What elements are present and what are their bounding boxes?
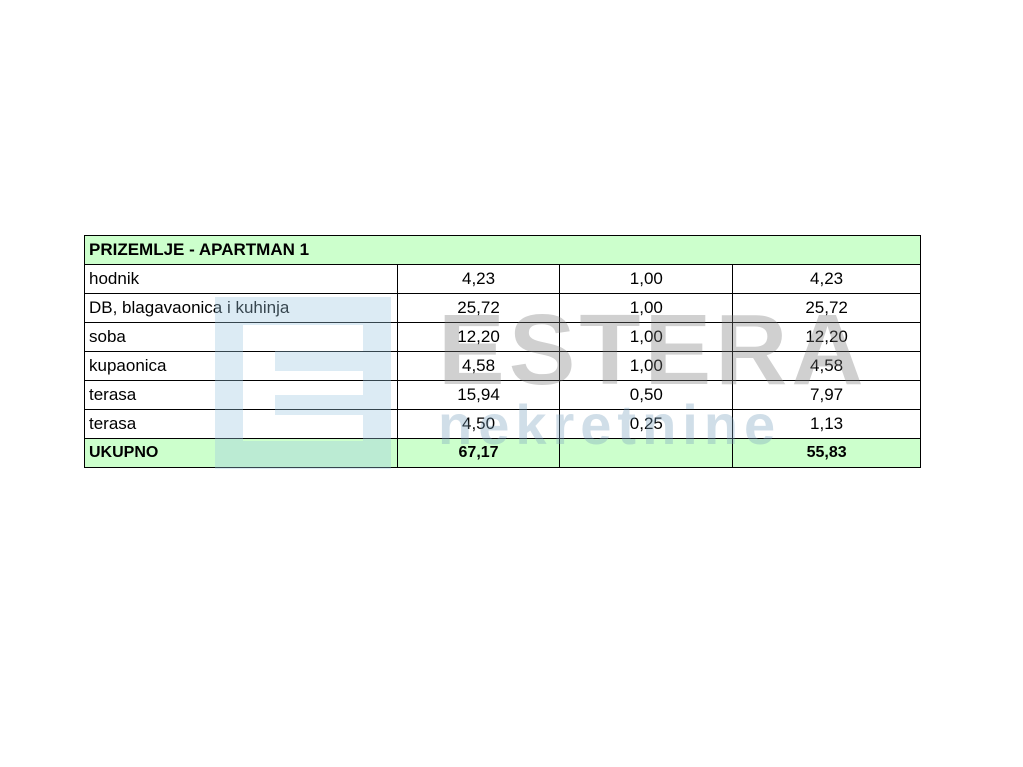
cell-value: 4,58 [732,351,921,381]
table-row: soba 12,20 1,00 12,20 [84,322,921,352]
total-area: 67,17 [396,438,561,468]
table-row: DB, blagavaonica i kuhinja 25,72 1,00 25,72 [84,293,921,323]
table-row: kupaonica 4,58 1,00 4,58 [84,351,921,381]
room-name: hodnik [84,264,398,294]
cell-value: 25,72 [732,293,921,323]
cell-value: 15,94 [396,380,561,410]
total-row: UKUPNO 67,17 55,83 [84,438,921,468]
empty-cell [559,438,734,468]
cell-value: 12,20 [396,322,561,352]
cell-value: 1,00 [559,264,734,294]
cell-value: 1,00 [559,351,734,381]
room-name: terasa [84,409,398,439]
room-name: DB, blagavaonica i kuhinja [84,293,398,323]
room-name: terasa [84,380,398,410]
cell-value: 4,23 [732,264,921,294]
cell-value: 12,20 [732,322,921,352]
area-table: PRIZEMLJE - APARTMAN 1 hodnik 4,23 1,00 4,2… [84,235,921,468]
cell-value: 1,13 [732,409,921,439]
title-row: PRIZEMLJE - APARTMAN 1 [84,235,921,265]
table-body: PRIZEMLJE - APARTMAN 1 hodnik 4,23 1,00 4,2… [84,235,921,468]
total-net: 55,83 [732,438,921,468]
cell-value: 1,00 [559,293,734,323]
table-row: terasa 4,50 0,25 1,13 [84,409,921,439]
cell-value: 0,25 [559,409,734,439]
cell-value: 4,50 [396,409,561,439]
table-title: PRIZEMLJE - APARTMAN 1 [84,235,921,265]
cell-value: 25,72 [396,293,561,323]
table-row: hodnik 4,23 1,00 4,23 [84,264,921,294]
cell-value: 4,23 [396,264,561,294]
total-label: UKUPNO [84,438,398,468]
cell-value: 7,97 [732,380,921,410]
cell-value: 4,58 [396,351,561,381]
table-row: terasa 15,94 0,50 7,97 [84,380,921,410]
cell-value: 1,00 [559,322,734,352]
room-name: soba [84,322,398,352]
room-name: kupaonica [84,351,398,381]
cell-value: 0,50 [559,380,734,410]
